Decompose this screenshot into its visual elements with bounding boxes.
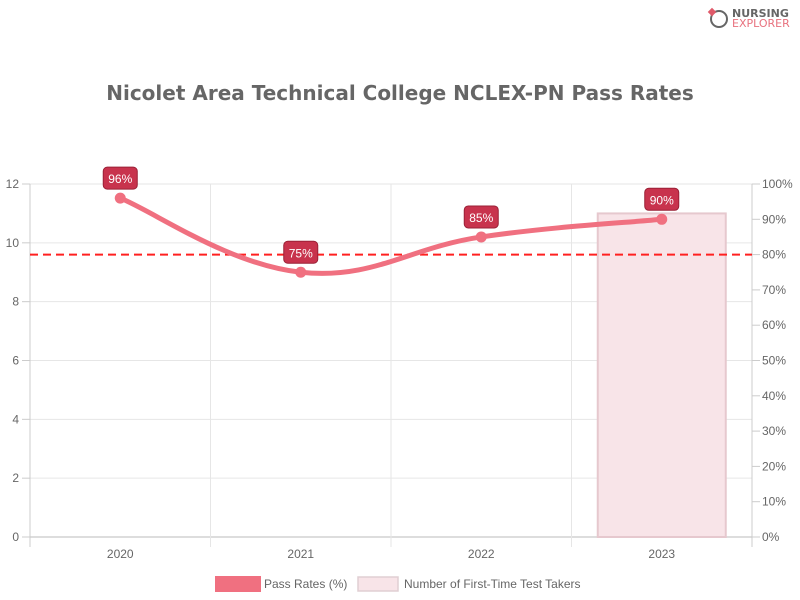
- right-tick-label: 90%: [762, 212, 786, 226]
- chart-title: Nicolet Area Technical College NCLEX-PN …: [106, 81, 694, 105]
- right-tick-label: 100%: [762, 177, 793, 191]
- left-tick-label: 12: [6, 177, 20, 191]
- right-tick-label: 20%: [762, 459, 786, 473]
- right-tick-label: 80%: [762, 248, 786, 262]
- data-label: 75%: [289, 246, 313, 260]
- right-tick-label: 40%: [762, 389, 786, 403]
- left-tick-label: 2: [12, 471, 19, 485]
- legend-swatch-test-takers: [357, 576, 399, 592]
- right-tick-label: 0%: [762, 530, 780, 544]
- x-tick-label: 2022: [468, 547, 495, 561]
- data-label: 90%: [650, 193, 674, 207]
- right-tick-label: 70%: [762, 283, 786, 297]
- pass-rate-point: [475, 231, 487, 243]
- left-tick-label: 4: [12, 412, 19, 426]
- left-tick-label: 0: [12, 530, 19, 544]
- bar-test-takers: [596, 212, 727, 539]
- right-tick-label: 10%: [762, 495, 786, 509]
- left-tick-label: 10: [6, 236, 20, 250]
- data-label: 96%: [108, 172, 132, 186]
- right-tick-label: 30%: [762, 424, 786, 438]
- legend-label-pass-rates: Pass Rates (%): [264, 577, 347, 591]
- logo-icon: [710, 10, 728, 28]
- pass-rate-line: [117, 195, 665, 276]
- x-tick-label: 2021: [287, 547, 314, 561]
- pass-rate-point: [656, 213, 668, 225]
- left-tick-label: 8: [12, 295, 19, 309]
- nursing-explorer-logo: NURSING EXPLORER: [710, 7, 790, 30]
- legend-label-test-takers: Number of First-Time Test Takers: [404, 577, 580, 591]
- data-label-box: [283, 240, 319, 264]
- x-tick-label: 2023: [648, 547, 675, 561]
- data-label-box: [102, 166, 138, 190]
- right-tick-label: 50%: [762, 354, 786, 368]
- x-tick-label: 2020: [107, 547, 134, 561]
- pass-rate-point: [295, 266, 307, 278]
- legend-swatch-pass-rates: [215, 576, 261, 592]
- data-label: 85%: [469, 211, 493, 225]
- left-tick-label: 6: [12, 354, 19, 368]
- right-tick-label: 60%: [762, 318, 786, 332]
- logo-line1: NURSING: [732, 7, 789, 20]
- logo-line2: EXPLORER: [732, 17, 790, 30]
- data-label-box: [463, 205, 499, 229]
- data-label-box: [644, 187, 680, 211]
- pass-rate-point: [114, 192, 126, 204]
